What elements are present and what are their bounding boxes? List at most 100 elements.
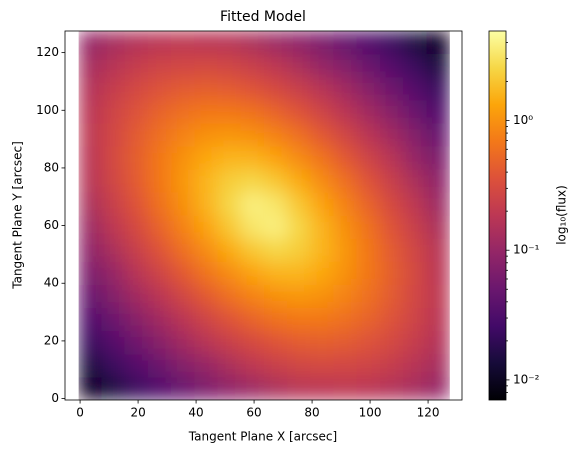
heat-cell	[240, 353, 265, 378]
heat-cell	[194, 215, 219, 239]
x-tick-label: 120	[417, 406, 440, 420]
heat-cell	[379, 376, 404, 400]
heat-cell	[101, 215, 126, 239]
heat-cell	[217, 99, 242, 124]
heat-cell	[263, 238, 288, 262]
heat-cell	[171, 169, 195, 193]
heat-cell	[403, 330, 427, 355]
heat-cell	[287, 376, 311, 400]
heat-cell	[78, 99, 103, 124]
heat-cell	[310, 307, 335, 332]
heat-cell	[310, 353, 335, 378]
heat-cell	[356, 330, 381, 355]
heat-cell	[171, 307, 195, 332]
heat-cell	[426, 238, 450, 262]
heat-cell	[171, 284, 195, 309]
heat-cell	[379, 122, 404, 147]
heat-cell	[403, 122, 427, 147]
heat-cell	[310, 169, 335, 193]
x-tick-label: 60	[246, 406, 261, 420]
heat-cell	[240, 169, 265, 193]
heat-cell	[147, 353, 172, 378]
heat-cell	[124, 330, 149, 355]
heat-cell	[426, 376, 450, 400]
heat-cell	[124, 146, 149, 170]
heat-cell	[379, 169, 404, 193]
heat-cell	[147, 307, 172, 332]
heat-cell	[287, 261, 311, 285]
heat-cell	[194, 192, 219, 216]
heat-cell	[426, 330, 450, 355]
heat-cell	[171, 376, 195, 400]
heat-cell	[147, 146, 172, 170]
heat-cell	[333, 330, 358, 355]
heat-cell	[263, 53, 288, 78]
heat-cell	[240, 307, 265, 332]
heat-cell	[101, 99, 126, 124]
heat-cell	[379, 53, 404, 78]
heat-cell	[403, 215, 427, 239]
heat-cell	[403, 146, 427, 170]
heat-cell	[217, 307, 242, 332]
heat-cell	[78, 31, 103, 55]
heat-cell	[403, 284, 427, 309]
heat-cell	[263, 146, 288, 170]
heat-cell	[426, 353, 450, 378]
heat-cell	[171, 146, 195, 170]
heat-cell	[379, 99, 404, 124]
heat-cell	[217, 330, 242, 355]
heat-cell	[147, 76, 172, 101]
chart-title: Fitted Model	[220, 9, 306, 25]
heat-cell	[426, 261, 450, 285]
heatmap	[78, 31, 450, 400]
heat-cell	[263, 261, 288, 285]
heat-cell	[333, 215, 358, 239]
heat-cell	[403, 376, 427, 400]
heat-cell	[310, 192, 335, 216]
heat-cell	[124, 99, 149, 124]
heat-cell	[263, 122, 288, 147]
heat-cell	[403, 238, 427, 262]
heat-cell	[147, 192, 172, 216]
heat-cell	[194, 31, 219, 55]
heat-cell	[356, 238, 381, 262]
heat-cell	[194, 307, 219, 332]
heat-cell	[147, 215, 172, 239]
heat-cell	[78, 215, 103, 239]
heat-cell	[263, 284, 288, 309]
heat-cell	[426, 76, 450, 101]
heat-cell	[171, 99, 195, 124]
heat-cell	[101, 330, 126, 355]
heat-cell	[240, 330, 265, 355]
heat-cell	[263, 76, 288, 101]
heat-cell	[333, 122, 358, 147]
y-tick-label: 40	[44, 276, 59, 290]
heat-cell	[379, 261, 404, 285]
heat-cell	[194, 330, 219, 355]
heat-cell	[287, 284, 311, 309]
heat-cell	[124, 31, 149, 55]
heat-cell	[263, 353, 288, 378]
colorbar-frame	[488, 30, 507, 401]
heat-cell	[333, 99, 358, 124]
heat-cell	[310, 146, 335, 170]
heat-cell	[356, 122, 381, 147]
heat-cell	[124, 53, 149, 78]
heat-cell	[147, 261, 172, 285]
heat-cell	[403, 31, 427, 55]
heat-cell	[356, 261, 381, 285]
heat-cell	[171, 330, 195, 355]
heat-cell	[356, 192, 381, 216]
heat-cell	[240, 31, 265, 55]
heat-cell	[217, 353, 242, 378]
heat-cell	[310, 99, 335, 124]
heat-cell	[426, 146, 450, 170]
heat-cell	[379, 284, 404, 309]
heat-cell	[426, 169, 450, 193]
heat-cell	[333, 284, 358, 309]
heat-cell	[124, 169, 149, 193]
colorbar-tick-label: 10⁻²	[513, 372, 540, 386]
heat-cell	[124, 192, 149, 216]
heat-cell	[240, 53, 265, 78]
heat-cell	[78, 76, 103, 101]
